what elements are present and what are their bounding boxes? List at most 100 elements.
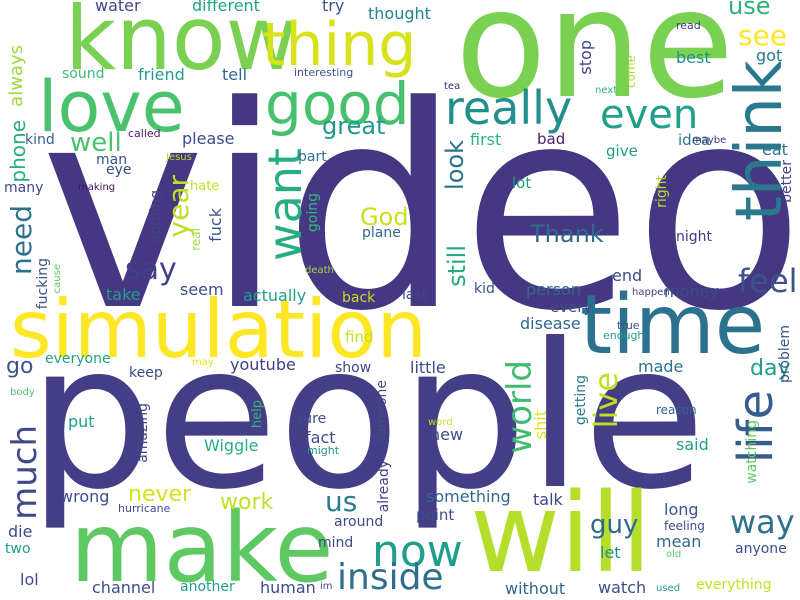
word-simulation: simulation	[10, 283, 428, 376]
word-different: different	[192, 0, 260, 15]
word-plane: plane	[362, 225, 401, 241]
word-money: money	[664, 282, 719, 301]
word-human: human	[260, 578, 316, 597]
word-mean: mean	[656, 532, 702, 551]
word-right: right	[654, 175, 670, 208]
word-best: best	[676, 48, 711, 67]
word-now: now	[372, 526, 463, 577]
word-end: end	[612, 266, 643, 285]
word-Jesus: Jesus	[166, 152, 192, 163]
word-everything: everything	[696, 577, 772, 593]
word-reason: reason	[656, 403, 697, 417]
word-seem: seem	[180, 280, 224, 299]
word-even: even	[600, 92, 699, 138]
word-man: man	[96, 152, 128, 168]
word-let: let	[600, 543, 621, 562]
word-little: little	[410, 358, 446, 377]
word-see: see	[738, 19, 788, 52]
word-already: already	[376, 460, 392, 513]
word-well: well	[70, 128, 122, 158]
word-channel: channel	[92, 578, 156, 597]
word-God: God	[360, 203, 409, 231]
word-one: one	[455, 0, 735, 132]
word-idea: idea	[678, 131, 711, 149]
word-fuck: fuck	[206, 208, 225, 242]
word-cause: cause	[52, 264, 63, 294]
word-problem: problem	[777, 325, 793, 383]
word-point: point	[416, 506, 455, 524]
word-put: put	[68, 412, 95, 431]
word-another: another	[180, 579, 235, 595]
word-death: death	[305, 265, 334, 276]
word-kid: kid	[474, 281, 495, 297]
word-long: long	[664, 500, 699, 519]
word-kind: kind	[25, 132, 55, 148]
word-die: die	[8, 522, 33, 541]
word-feel: feel	[738, 262, 798, 300]
word-always: always	[6, 45, 27, 107]
word-make: make	[70, 492, 334, 600]
word-someone: someone	[374, 380, 390, 445]
word-something: something	[426, 487, 511, 506]
word-go: go	[6, 354, 34, 379]
word-said: said	[676, 435, 709, 454]
word-got: got	[756, 46, 783, 65]
word-fucking: fucking	[35, 258, 51, 310]
word-youtube: youtube	[230, 355, 296, 374]
word-called: called	[128, 127, 161, 140]
word-first: first	[470, 130, 502, 149]
word-friend: friend	[138, 65, 185, 84]
word-tea: tea	[444, 81, 461, 92]
word-next: next	[595, 85, 618, 96]
word-love: love	[38, 66, 185, 148]
word-made: made	[638, 357, 684, 376]
word-watching: watching	[744, 420, 760, 484]
word-maybe: maybe	[692, 135, 727, 146]
word-bad: bad	[537, 130, 566, 148]
word-please: please	[182, 129, 235, 148]
word-never: never	[128, 482, 192, 507]
word-great: great	[322, 112, 386, 140]
word-know: know	[65, 0, 298, 90]
word-getting: getting	[573, 375, 589, 426]
word-wrong: wrong	[60, 487, 110, 506]
word-tell: tell	[222, 65, 248, 84]
word-will: will	[470, 469, 652, 597]
word-part: part	[298, 149, 327, 165]
word-happen: happen	[632, 287, 670, 298]
word-person: person	[526, 280, 581, 299]
word-lot: lot	[512, 174, 532, 192]
word-look: look	[441, 140, 469, 190]
word-water: water	[95, 0, 141, 15]
word-watch: watch	[598, 578, 647, 597]
word-every: every	[550, 298, 593, 316]
word-two: two	[5, 541, 31, 557]
word-true: true	[617, 319, 640, 332]
word-last: last	[402, 287, 428, 303]
word-hurricane: hurricane	[118, 502, 171, 515]
word-hate: hate	[190, 179, 220, 194]
word-might: might	[307, 444, 340, 457]
word-phone: phone	[6, 120, 30, 183]
word-better: better	[779, 160, 795, 203]
word-new: new	[430, 425, 464, 444]
word-night: night	[676, 229, 713, 245]
word-way: way	[730, 503, 795, 541]
word-still: still	[443, 245, 471, 287]
word-many: many	[4, 180, 44, 196]
word-find: find	[345, 328, 374, 346]
word-nothing: nothing	[148, 190, 164, 244]
word-eat: eat	[762, 140, 788, 159]
word-body: body	[10, 387, 35, 398]
word-come: come	[624, 55, 638, 89]
word-enough: enough	[603, 329, 645, 342]
word-stop: stop	[576, 40, 595, 75]
word-back: back	[342, 290, 376, 306]
word-use: use	[728, 0, 771, 20]
word-actually: actually	[243, 286, 307, 305]
word-word: word	[428, 417, 453, 428]
word-going: going	[305, 193, 321, 233]
word-need: need	[5, 205, 38, 275]
word-much: much	[5, 425, 45, 520]
